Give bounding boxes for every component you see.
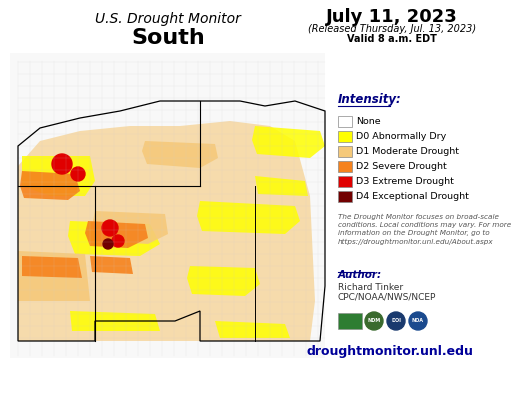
Bar: [338, 161, 352, 172]
Text: Richard Tinker: Richard Tinker: [338, 283, 403, 292]
Bar: [10, 53, 325, 358]
Bar: [338, 176, 352, 187]
Polygon shape: [142, 141, 218, 168]
Text: D2 Severe Drought: D2 Severe Drought: [356, 162, 447, 171]
Text: July 11, 2023: July 11, 2023: [326, 8, 458, 26]
Text: NOA: NOA: [412, 318, 424, 324]
Polygon shape: [92, 211, 168, 244]
Polygon shape: [252, 126, 325, 158]
Text: U.S. Drought Monitor: U.S. Drought Monitor: [95, 12, 241, 26]
Text: droughtmonitor.unl.edu: droughtmonitor.unl.edu: [307, 345, 474, 358]
Text: CPC/NOAA/NWS/NCEP: CPC/NOAA/NWS/NCEP: [338, 293, 436, 302]
Polygon shape: [90, 256, 133, 274]
Polygon shape: [197, 201, 300, 234]
Polygon shape: [20, 171, 80, 200]
Circle shape: [52, 154, 72, 174]
Polygon shape: [22, 156, 95, 196]
Text: Author:: Author:: [338, 270, 382, 280]
Polygon shape: [22, 256, 82, 278]
Circle shape: [409, 312, 427, 330]
Bar: [338, 116, 352, 127]
Text: None: None: [356, 117, 380, 126]
Text: Intensity:: Intensity:: [338, 93, 402, 106]
Polygon shape: [215, 321, 290, 338]
Circle shape: [103, 239, 113, 249]
Polygon shape: [18, 251, 90, 301]
Circle shape: [112, 235, 124, 247]
Text: The Drought Monitor focuses on broad-scale
conditions. Local conditions may vary: The Drought Monitor focuses on broad-sca…: [338, 214, 511, 245]
Bar: [338, 191, 352, 202]
Text: DOI: DOI: [391, 318, 401, 324]
Text: D4 Exceptional Drought: D4 Exceptional Drought: [356, 192, 469, 201]
Text: NDM: NDM: [368, 318, 380, 324]
Text: South: South: [131, 28, 205, 48]
Polygon shape: [187, 266, 260, 296]
Polygon shape: [70, 311, 160, 331]
Text: D0 Abnormally Dry: D0 Abnormally Dry: [356, 132, 446, 141]
Circle shape: [71, 167, 85, 181]
Bar: [338, 146, 352, 157]
Text: D3 Extreme Drought: D3 Extreme Drought: [356, 177, 454, 186]
Polygon shape: [68, 221, 160, 256]
Bar: [338, 313, 362, 329]
Bar: [338, 131, 352, 142]
Text: USDA: USDA: [342, 318, 358, 324]
Polygon shape: [18, 121, 315, 341]
Circle shape: [102, 220, 118, 236]
Circle shape: [365, 312, 383, 330]
Circle shape: [387, 312, 405, 330]
Polygon shape: [255, 176, 308, 196]
Text: (Released Thursday, Jul. 13, 2023): (Released Thursday, Jul. 13, 2023): [308, 24, 476, 34]
Polygon shape: [85, 221, 148, 248]
Text: D1 Moderate Drought: D1 Moderate Drought: [356, 147, 459, 156]
Text: Valid 8 a.m. EDT: Valid 8 a.m. EDT: [347, 34, 437, 44]
